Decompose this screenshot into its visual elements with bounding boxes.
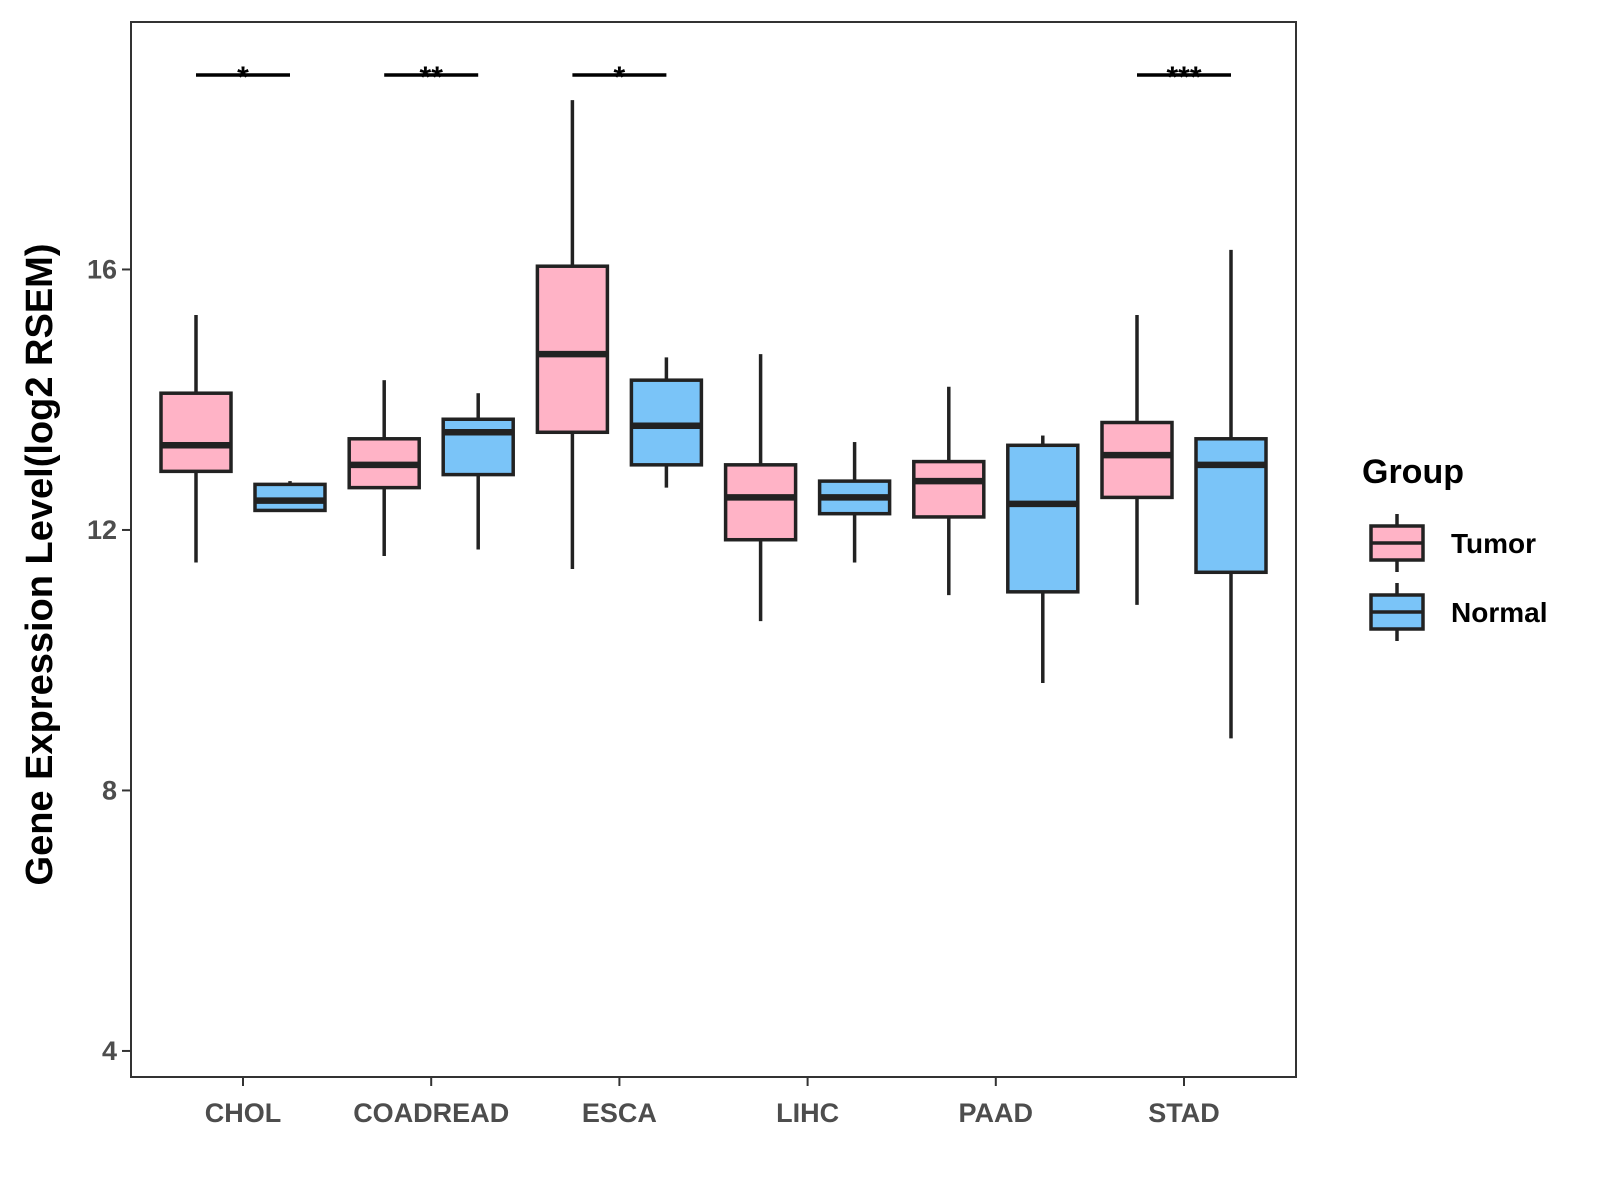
box-stad-normal: [1194, 249, 1268, 739]
box-lihc-normal: [817, 442, 892, 563]
legend-label-normal: Normal: [1451, 597, 1547, 628]
x-axis: CHOL COADREAD ESCA LIHC PAAD STAD: [205, 1077, 1220, 1128]
x-tick-label-paad: PAAD: [959, 1098, 1034, 1128]
legend-key-tumor: [1369, 514, 1425, 572]
box-lihc-tumor: [723, 354, 798, 622]
legend: Group Tumor Normal: [1362, 453, 1547, 641]
box-chol-tumor: [159, 315, 233, 563]
box-body-chol-normal: [253, 482, 327, 513]
legend-key-normal: [1369, 583, 1425, 641]
x-tick-label-esca: ESCA: [582, 1098, 657, 1128]
x-tick-label-stad: STAD: [1148, 1098, 1220, 1128]
y-axis-title: Gene Expression Level(log2 RSEM): [19, 244, 61, 886]
box-coadread-tumor: [347, 380, 421, 557]
legend-label-tumor: Tumor: [1451, 528, 1536, 559]
box-esca-normal: [629, 357, 704, 488]
x-tick-label-chol: CHOL: [205, 1098, 282, 1128]
box-coadread-normal: [441, 393, 515, 550]
significance-label-coadread: **: [420, 61, 444, 94]
box-esca-tumor: [535, 100, 610, 570]
significance-label-esca: *: [614, 61, 626, 94]
legend-title: Group: [1362, 453, 1464, 491]
x-tick-label-coadread: COADREAD: [353, 1098, 509, 1128]
x-tick-label-lihc: LIHC: [776, 1098, 839, 1128]
box-body-chol-tumor: [159, 391, 233, 474]
box-body-esca-tumor: [535, 264, 610, 435]
box-paad-tumor: [912, 386, 986, 596]
plot-panel-border: [130, 21, 1297, 1078]
box-chol-normal: [253, 481, 327, 513]
y-tick-label-8: 8: [102, 775, 117, 805]
significance-label-stad: ***: [1166, 61, 1201, 94]
box-stad-tumor: [1100, 315, 1174, 605]
box-body-lihc-tumor: [723, 463, 798, 542]
significance-label-chol: *: [237, 61, 249, 94]
box-body-stad-normal: [1194, 437, 1268, 575]
y-tick-label-12: 12: [87, 515, 117, 545]
box-body-coadread-normal: [441, 417, 515, 477]
box-paad-normal: [1006, 435, 1080, 684]
y-axis: 4 8 12 16: [87, 254, 131, 1066]
box-body-paad-tumor: [912, 459, 986, 519]
box-body-paad-normal: [1006, 443, 1080, 594]
box-body-stad-tumor: [1100, 420, 1174, 500]
significance-layer: * ** * ***: [196, 61, 1231, 94]
box-body-esca-normal: [629, 378, 704, 467]
y-tick-label-4: 4: [102, 1036, 117, 1066]
y-tick-label-16: 16: [87, 254, 117, 284]
boxes-layer: [159, 100, 1268, 739]
